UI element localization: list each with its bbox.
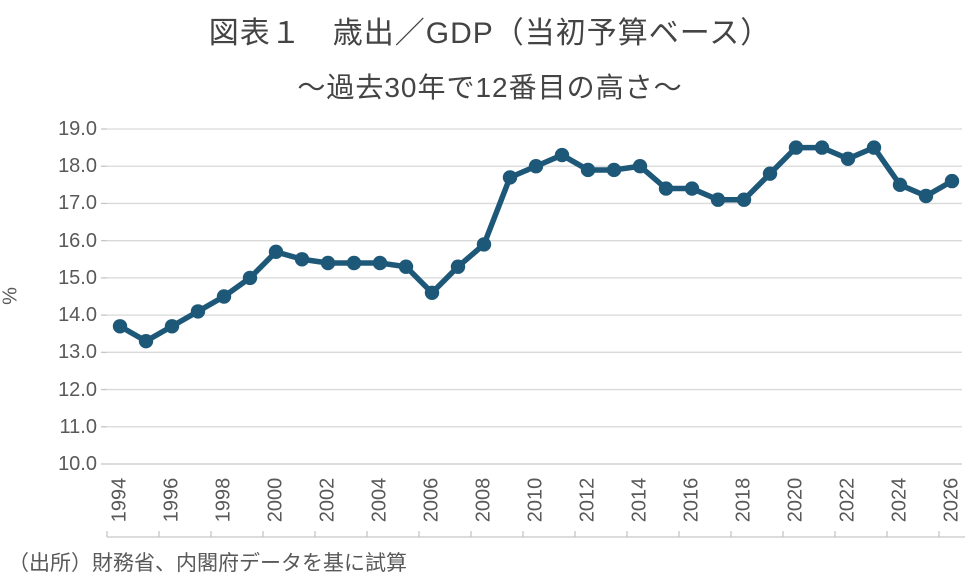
data-point-marker — [918, 188, 934, 204]
y-axis-tick-label: 19.0 — [58, 118, 97, 140]
x-axis-tick-label: 2022 — [836, 477, 859, 523]
data-point-marker — [476, 237, 492, 252]
gridlines — [107, 128, 962, 465]
y-axis-title: % — [0, 287, 22, 305]
y-axis-tick-label: 12.0 — [58, 378, 97, 401]
x-axis-tick-label: 2004 — [368, 477, 391, 523]
x-axis-tick-label: 2002 — [316, 477, 339, 523]
data-point-marker — [424, 285, 440, 300]
x-axis-tick-label: 2010 — [524, 477, 547, 523]
data-point-marker — [632, 159, 648, 174]
source-note: （出所）財務省、内閣府データを基に試算 — [8, 552, 407, 575]
data-point-marker — [164, 319, 180, 334]
x-axis-tick-label: 2014 — [628, 477, 651, 523]
data-point-marker — [684, 181, 700, 196]
data-point-marker — [112, 319, 128, 334]
x-axis-tick-label: 2006 — [420, 477, 443, 523]
data-point-marker — [398, 259, 414, 274]
data-point-marker — [814, 140, 830, 155]
x-axis-tick-label: 2012 — [576, 477, 599, 523]
y-axis-tick-label: 18.0 — [58, 155, 97, 178]
data-point-marker — [268, 244, 284, 260]
data-point-marker — [840, 151, 856, 166]
series-line — [112, 140, 960, 349]
x-axis-tick-label: 2016 — [680, 477, 703, 523]
y-axis-tick-label: 17.0 — [58, 192, 97, 215]
x-axis-tick-label: 1998 — [212, 477, 235, 523]
x-axis-tick-label: 1994 — [108, 477, 131, 523]
data-point-marker — [502, 170, 518, 185]
data-point-marker — [190, 304, 206, 319]
axes — [101, 128, 965, 538]
data-point-marker — [762, 166, 778, 181]
x-axis-tick-label: 2000 — [264, 477, 287, 523]
y-axis-tick-label: 15.0 — [58, 266, 97, 289]
data-point-marker — [580, 162, 596, 178]
data-point-marker — [138, 333, 154, 349]
data-point-marker — [866, 140, 882, 155]
data-point-marker — [294, 252, 310, 267]
x-axis-tick-label: 2020 — [784, 477, 807, 523]
data-point-marker — [710, 192, 726, 207]
y-axis-tick-label: 14.0 — [58, 304, 97, 327]
data-point-marker — [242, 270, 258, 286]
data-point-marker — [216, 289, 232, 304]
y-axis-tick-label: 16.0 — [58, 229, 97, 252]
data-point-marker — [528, 159, 544, 174]
data-point-marker — [346, 255, 362, 271]
x-axis-tick-label: 2024 — [888, 477, 911, 523]
chart-subtitle: ～過去30年で12番目の高さ～ — [297, 72, 683, 103]
data-point-marker — [892, 177, 908, 193]
chart-title: 図表１ 歳出／GDP（当初予算ベース） — [208, 17, 772, 50]
y-axis-tick-label: 10.0 — [58, 453, 97, 475]
y-axis-tick-label: 11.0 — [59, 415, 97, 438]
y-axis-tick-label: 13.0 — [58, 341, 97, 364]
data-point-marker — [320, 255, 336, 271]
data-point-marker — [554, 147, 570, 163]
data-point-marker — [372, 255, 388, 271]
x-axis-tick-label: 2018 — [732, 477, 755, 523]
x-axis-tick-label: 2008 — [472, 477, 495, 523]
data-point-marker — [658, 181, 674, 196]
series-polyline — [117, 144, 955, 344]
data-point-marker — [450, 259, 466, 274]
x-axis-tick-label: 2026 — [940, 477, 963, 523]
data-point-marker — [606, 162, 622, 178]
x-axis-tick-label: 1996 — [160, 477, 183, 523]
data-point-marker — [944, 173, 960, 189]
data-point-marker — [736, 192, 752, 207]
data-point-marker — [788, 140, 804, 155]
